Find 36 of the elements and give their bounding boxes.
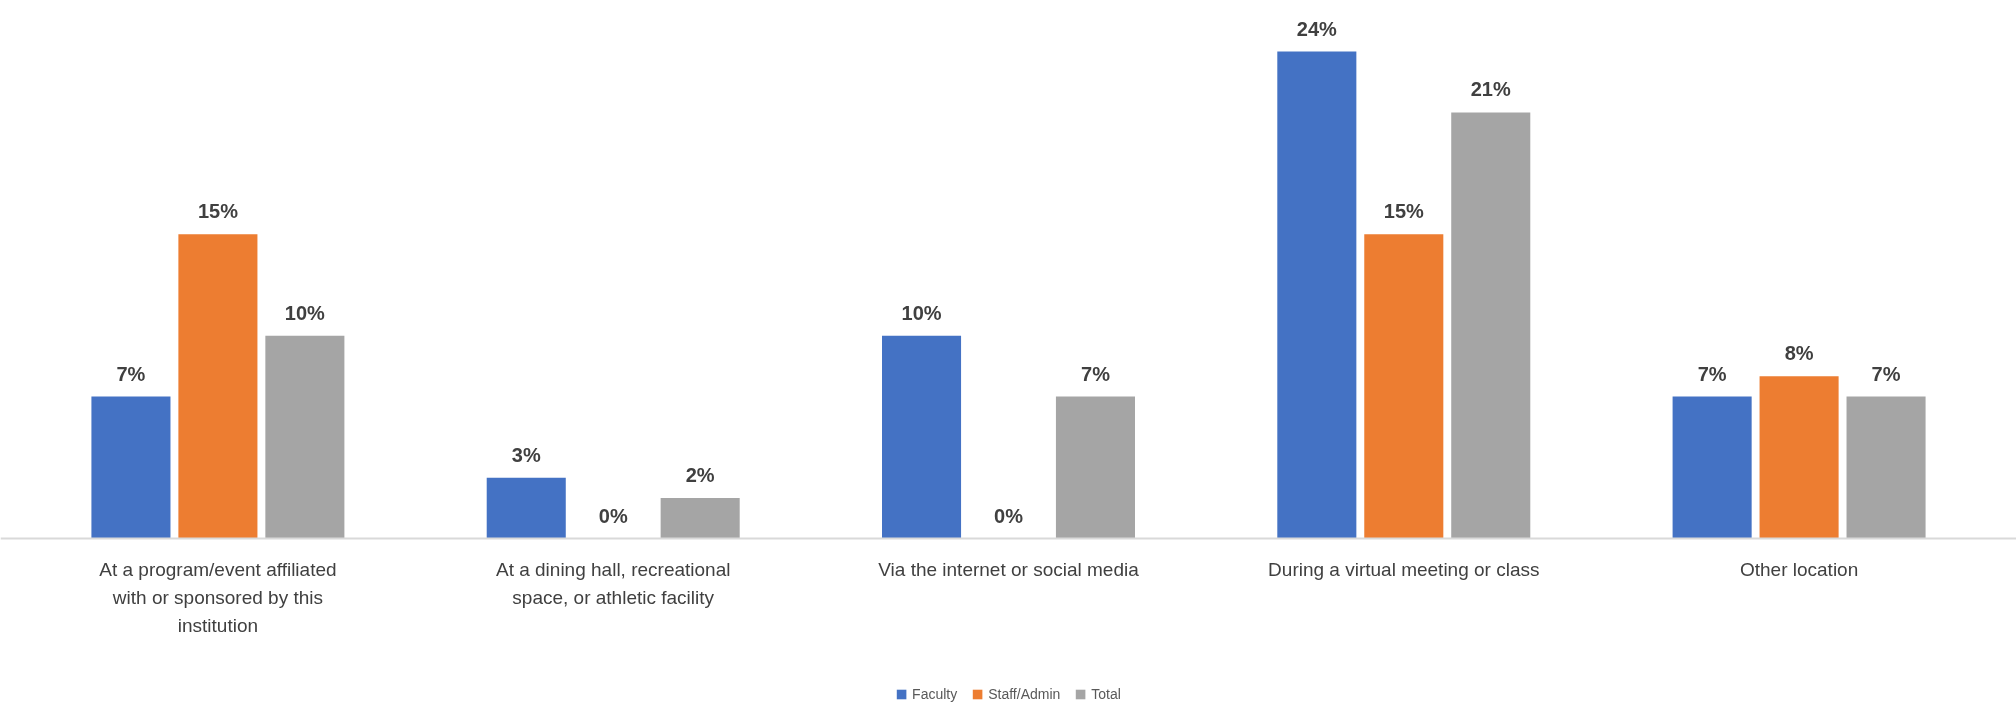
data-label: 10% (284, 301, 326, 324)
data-label: 10% (901, 301, 942, 324)
data-label: 2% (685, 463, 715, 486)
bar (1364, 234, 1444, 539)
bar (178, 234, 258, 539)
x-tick-label: At a program/event affiliated with or sponsored by this institution (99, 558, 337, 637)
data-label: 8% (1784, 342, 1814, 365)
legend-label: Faculty (912, 686, 958, 702)
data-label: 7% (116, 362, 146, 385)
bar (1277, 51, 1357, 539)
x-tick-label: Via the internet or social media (878, 558, 1140, 580)
bar (486, 477, 566, 539)
bar (1672, 396, 1752, 539)
data-label: 3% (511, 443, 541, 466)
legend-label: Total (1091, 686, 1121, 702)
bar (882, 335, 962, 539)
bar (265, 335, 345, 539)
bar (1451, 112, 1531, 539)
data-label: 21% (1470, 78, 1511, 101)
x-tick-label: Other location (1739, 558, 1859, 580)
bar (1759, 376, 1839, 539)
x-tick-label: During a virtual meeting or class (1268, 558, 1540, 580)
data-label: 7% (1697, 362, 1727, 385)
data-label: 24% (1296, 17, 1338, 40)
data-label: 0% (994, 504, 1024, 527)
data-label: 15% (1383, 200, 1425, 223)
data-label: 7% (1081, 362, 1111, 385)
data-label: 15% (197, 200, 239, 223)
x-tick-label: At a dining hall, recreational space, or athletic facility (495, 558, 731, 608)
bar (1846, 396, 1926, 539)
data-label: 7% (1871, 362, 1901, 385)
bar (660, 497, 740, 539)
bar (91, 396, 171, 539)
bar (1055, 396, 1135, 539)
data-label: 0% (598, 504, 628, 527)
legend-label: Staff/Admin (988, 686, 1061, 702)
